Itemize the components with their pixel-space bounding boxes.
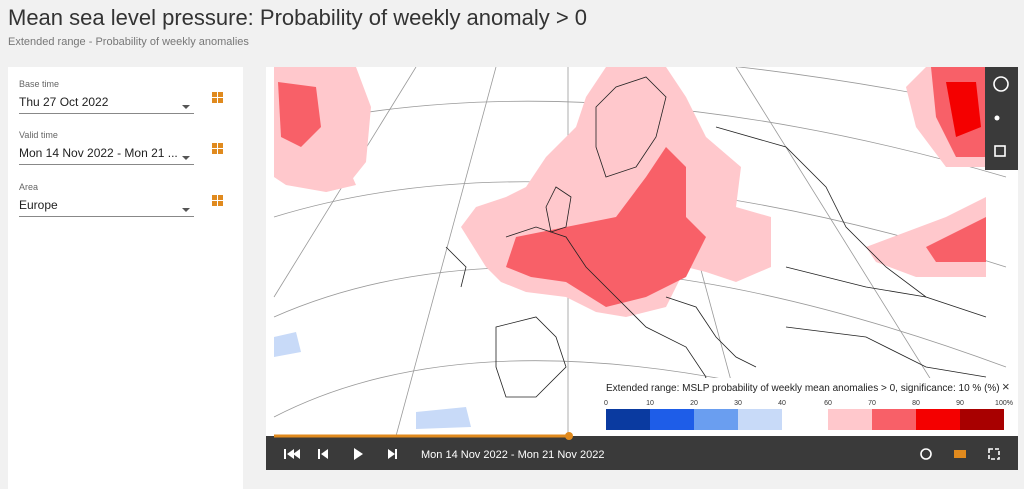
map-panel: Extended range: MSLP probability of week… <box>266 53 1018 470</box>
grid-icon[interactable] <box>212 92 223 103</box>
legend-tick-label: 90 <box>956 400 964 407</box>
info-button[interactable] <box>993 76 1009 92</box>
page-subtitle: Extended range - Probability of weekly a… <box>8 36 249 48</box>
field-label: Area <box>19 182 39 192</box>
legend-tick-label: 10 <box>646 400 654 407</box>
fullscreen-button[interactable] <box>988 448 1000 460</box>
share-button[interactable] <box>994 115 1000 121</box>
next-button[interactable] <box>388 449 397 459</box>
player-date: Mon 14 Nov 2022 - Mon 21 Nov 2022 <box>421 449 604 461</box>
first-button[interactable] <box>284 449 300 459</box>
legend-tick-label: 60 <box>824 400 832 407</box>
legend-title: Extended range: MSLP probability of week… <box>606 383 1000 394</box>
legend-close[interactable]: × <box>1002 379 1010 394</box>
layers-button[interactable] <box>954 450 966 458</box>
dropdown-caret <box>182 156 190 160</box>
map: Extended range: MSLP probability of week… <box>266 53 1018 470</box>
area-select[interactable]: Area Europe <box>19 182 194 217</box>
progress-handle[interactable] <box>565 432 573 440</box>
prev-button[interactable] <box>318 449 328 459</box>
loop-button[interactable] <box>920 448 932 460</box>
control-panel: Base time Thu 27 Oct 2022 Valid time Mon… <box>8 67 243 489</box>
dropdown-caret <box>182 105 190 109</box>
legend-scale <box>606 409 1004 430</box>
page-title: Mean sea level pressure: Probability of … <box>8 5 588 30</box>
legend-tick-label: 100% <box>995 400 1013 407</box>
play-button[interactable] <box>354 448 363 460</box>
field-value: Europe <box>19 198 194 217</box>
field-value: Thu 27 Oct 2022 <box>19 95 194 114</box>
map-tools <box>985 67 1018 170</box>
export-button[interactable] <box>994 145 1006 157</box>
legend-tick-label: 70 <box>868 400 876 407</box>
valid-time-select[interactable]: Valid time Mon 14 Nov 2022 - Mon 21 ... <box>19 130 194 165</box>
grid-icon[interactable] <box>212 143 223 154</box>
legend-tick-label: 0 <box>604 400 608 407</box>
legend-tick-label: 30 <box>734 400 742 407</box>
probability-shading <box>274 67 986 429</box>
grid-icon[interactable] <box>212 195 223 206</box>
legend-tick-label: 40 <box>778 400 786 407</box>
player-bar <box>266 436 1018 470</box>
field-label: Base time <box>19 79 60 89</box>
dropdown-caret <box>182 208 190 212</box>
base-time-select[interactable]: Base time Thu 27 Oct 2022 <box>19 79 194 114</box>
field-value: Mon 14 Nov 2022 - Mon 21 ... <box>19 146 194 165</box>
field-label: Valid time <box>19 130 58 140</box>
legend-tick-label: 20 <box>690 400 698 407</box>
legend-tick-label: 80 <box>912 400 920 407</box>
